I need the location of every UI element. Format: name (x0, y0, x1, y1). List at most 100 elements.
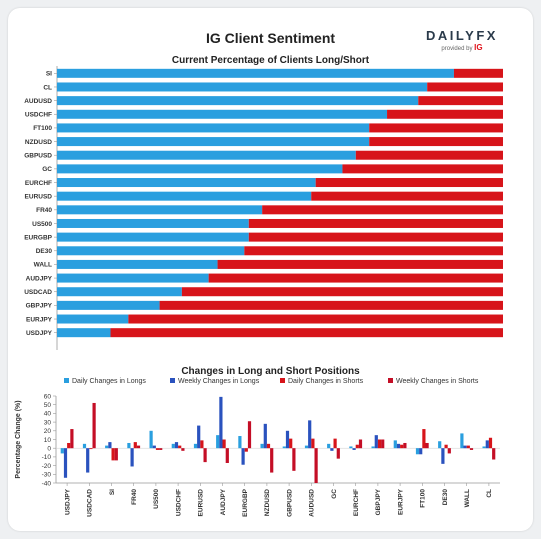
change-bar (130, 448, 134, 467)
category-label: USDJPY (26, 330, 53, 337)
short-bar (110, 328, 504, 338)
y-tick-label: -20 (42, 463, 52, 470)
chart1-title: Current Percentage of Clients Long/Short (171, 55, 370, 66)
legend-swatch (170, 378, 175, 383)
change-bar (225, 448, 229, 463)
change-bar (114, 448, 118, 461)
change-bar (133, 442, 137, 449)
category-label: GBPUSD (24, 153, 52, 160)
change-bar (377, 439, 382, 449)
y-tick-label: 60 (44, 393, 52, 400)
short-bar (418, 96, 503, 106)
change-bar (282, 446, 286, 449)
long-bar (57, 300, 160, 310)
short-bar (311, 191, 503, 201)
ig-brand-mark: IG (474, 43, 483, 52)
legend-label: Weekly Changes in Longs (178, 378, 260, 385)
y-tick-label: 30 (44, 419, 52, 426)
category-label: GC (42, 166, 52, 173)
change-bar (70, 429, 74, 449)
short-bar (315, 178, 503, 188)
x-category-label: WALL (464, 489, 471, 507)
change-bar (260, 443, 264, 449)
category-label: EURUSD (25, 193, 53, 200)
short-bar (342, 164, 503, 174)
y-tick-label: -30 (42, 472, 52, 479)
change-bar (488, 437, 493, 449)
long-bar (57, 178, 316, 188)
x-category-label: GC (331, 489, 338, 499)
change-bar (181, 448, 185, 451)
change-bar (92, 402, 96, 449)
short-bar (208, 273, 503, 283)
change-bar (247, 421, 252, 449)
long-bar (57, 109, 388, 119)
short-bar (159, 300, 503, 310)
change-bar (193, 443, 198, 449)
short-bar (217, 259, 503, 269)
legend-swatch (64, 378, 69, 383)
change-bar (111, 448, 115, 461)
short-bar (248, 232, 503, 242)
long-bar (57, 259, 218, 269)
long-bar (57, 218, 249, 228)
long-bar (57, 328, 111, 338)
legend-label: Daily Changes in Longs (72, 378, 146, 385)
change-bar (266, 443, 271, 449)
short-bar (262, 205, 503, 215)
change-bar (203, 448, 207, 463)
change-bar (63, 448, 68, 478)
change-bar (447, 448, 451, 454)
change-bar (289, 438, 293, 449)
change-bar (222, 439, 226, 449)
category-label: CL (43, 84, 52, 91)
page-title: IG Client Sentiment (205, 30, 336, 46)
change-bar (311, 438, 315, 449)
change-bar (285, 430, 290, 449)
x-category-label: GBPUSD (286, 489, 293, 517)
short-bar (453, 68, 503, 78)
y-tick-label: 0 (47, 446, 51, 453)
long-bar (57, 150, 356, 160)
change-bar (86, 448, 90, 473)
change-bar (403, 442, 407, 449)
long-bar (57, 287, 182, 297)
y-tick-label: 20 (44, 428, 52, 435)
change-bar (105, 445, 109, 449)
category-label: DE30 (36, 248, 53, 255)
short-bar (387, 109, 503, 119)
change-bar (415, 448, 420, 455)
category-label: EURCHF (25, 180, 52, 187)
change-bar (425, 442, 429, 449)
legend-label: Daily Changes in Shorts (288, 378, 364, 385)
y-tick-label: -10 (42, 454, 52, 461)
x-category-label: AUDUSD (309, 489, 316, 517)
change-bar (149, 430, 153, 449)
category-label: FR40 (36, 207, 52, 214)
change-bar (444, 444, 448, 449)
change-bar (358, 439, 363, 449)
change-bar (219, 396, 223, 449)
change-bar (314, 448, 318, 483)
change-bar (466, 445, 470, 449)
long-bar (57, 123, 370, 133)
dailyfx-logo: DAILYFX provided by IG (426, 29, 498, 54)
long-bar (57, 68, 454, 78)
category-label: SI (46, 71, 52, 78)
y-tick-label: 50 (44, 402, 52, 409)
change-bar (127, 442, 131, 449)
x-category-label: EURUSD (198, 489, 205, 517)
x-category-label: FT100 (420, 489, 427, 508)
short-bar (369, 137, 503, 147)
change-bar (396, 443, 401, 449)
change-bar (381, 439, 385, 449)
category-label: US500 (32, 221, 52, 228)
category-label: FT100 (33, 125, 52, 132)
change-bar (482, 446, 486, 449)
change-bar (349, 446, 353, 449)
category-label: AUDJPY (26, 275, 53, 282)
change-bar (308, 420, 312, 449)
change-bar (270, 448, 274, 473)
short-bar (369, 123, 503, 133)
